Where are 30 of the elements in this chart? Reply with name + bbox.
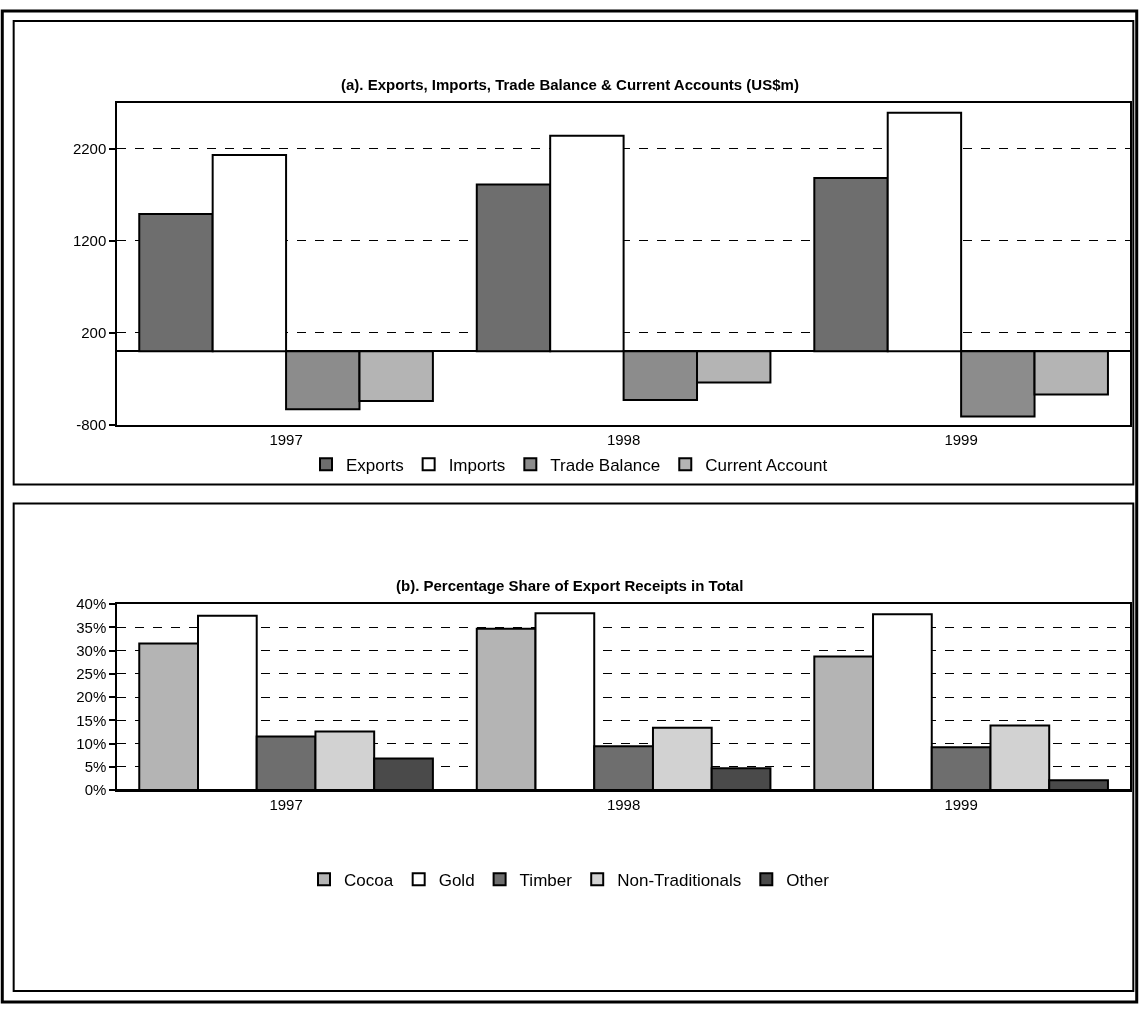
legend-label: Cocoa [344,870,394,890]
legend-label: Current Account [705,455,828,475]
legend-label: Trade Balance [550,455,661,475]
x-tick-label: 1997 [269,796,303,814]
y-tick-label: 200 [81,324,107,342]
legend-label: Gold [438,870,475,890]
chart-title: (a). Exports, Imports, Trade Balance & Current Accounts (US$m) [341,76,799,93]
x-tick-label: 1999 [944,430,978,448]
x-tick-label: 1998 [606,796,641,814]
legend-label: Imports [448,455,506,475]
y-tick-label: 25% [76,665,107,683]
chart-title: (b). Percentage Share of Export Receipts in Total [396,577,744,594]
y-tick-label: 35% [76,618,107,636]
legend-label: Other [786,870,830,890]
x-tick-label: 1998 [606,430,641,448]
legend-label: Timber [519,870,573,890]
y-tick-label: 2200 [72,139,107,157]
y-tick-label: 15% [76,711,107,729]
y-tick-label: -800 [76,416,107,434]
legend-label: Exports [346,455,404,475]
x-tick-label: 1997 [269,430,303,448]
legend-label: Non-Traditionals [617,870,742,890]
y-tick-label: 20% [76,688,107,706]
y-tick-label: 30% [76,641,107,659]
y-tick-label: 40% [76,595,107,613]
y-tick-label: 5% [84,758,107,776]
y-tick-label: 10% [76,734,107,752]
y-tick-label: 0% [84,781,107,799]
x-tick-label: 1999 [944,796,978,814]
y-tick-label: 1200 [72,231,107,249]
